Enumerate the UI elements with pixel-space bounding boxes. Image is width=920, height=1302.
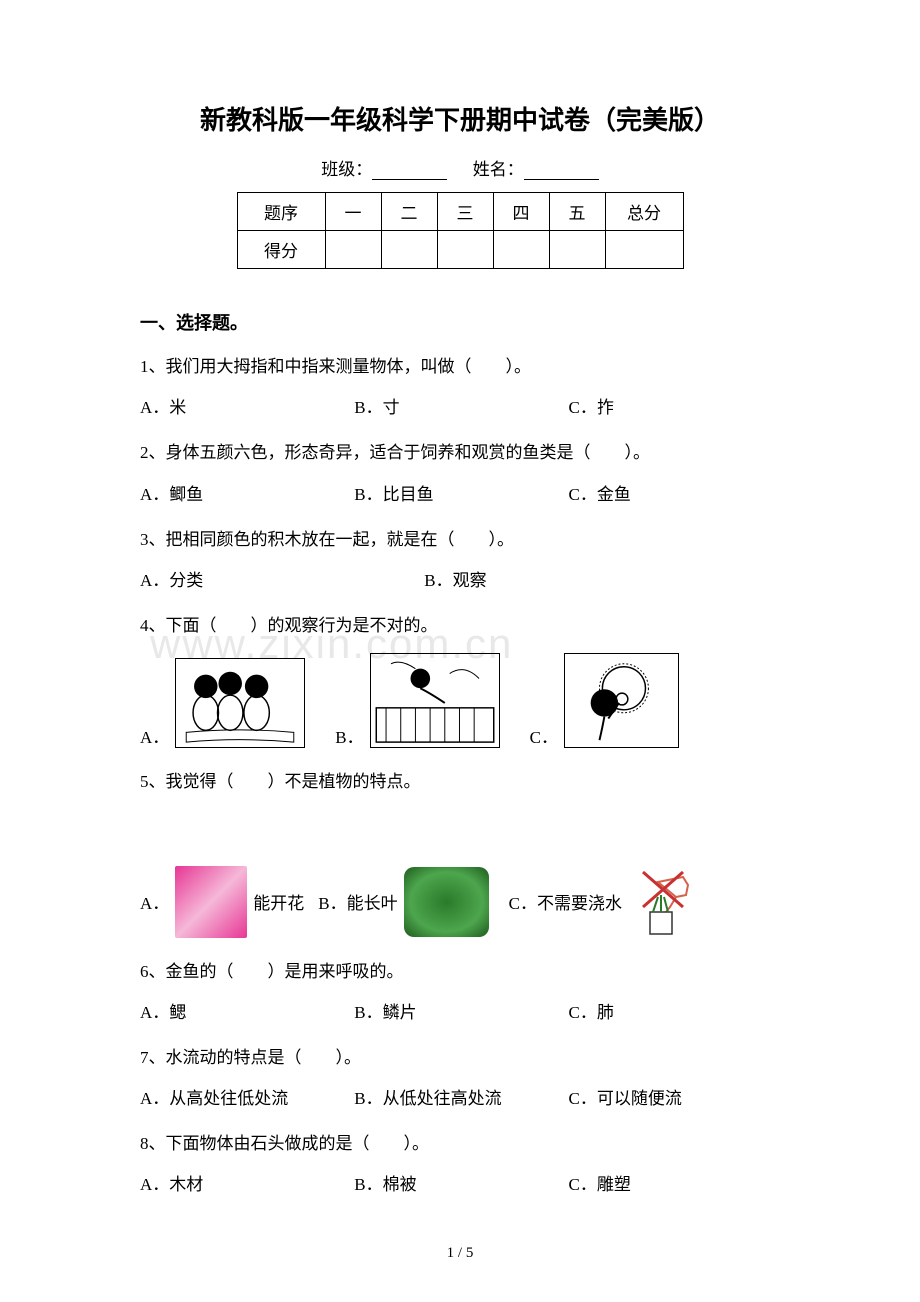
question-4: 4、下面（ ）的观察行为是不对的。	[140, 612, 780, 639]
header-line: 班级： 姓名：	[140, 155, 780, 180]
cell-label: 题序	[237, 193, 325, 231]
q8-opt-b: B．棉被	[354, 1171, 564, 1198]
q1-opt-a: A．米	[140, 394, 350, 421]
q4-c-label: C．	[530, 723, 558, 748]
q3-opt-b: B．观察	[424, 567, 634, 594]
q5-b-label: B．能长叶	[318, 889, 397, 914]
cell: 二	[381, 193, 437, 231]
class-blank	[372, 162, 447, 180]
q5-c-label: C．不需要浇水	[509, 889, 622, 914]
page-number: 1 / 5	[0, 1245, 920, 1262]
q2-opt-a: A．鲫鱼	[140, 481, 350, 508]
cell-total: 总分	[605, 193, 683, 231]
cell-label: 得分	[237, 231, 325, 269]
q8-options: A．木材 B．棉被 C．雕塑	[140, 1171, 780, 1198]
q2-opt-c: C．金鱼	[569, 481, 631, 508]
q2-opt-b: B．比目鱼	[354, 481, 564, 508]
cell-blank	[325, 231, 381, 269]
cell: 三	[437, 193, 493, 231]
q6-opt-c: C．肺	[569, 999, 614, 1026]
q5-leaf-img	[404, 867, 489, 937]
cell-blank	[549, 231, 605, 269]
q4-options: A． B．	[140, 653, 780, 748]
q6-opt-b: B．鳞片	[354, 999, 564, 1026]
question-1: 1、我们用大拇指和中指来测量物体，叫做（ ）。	[140, 353, 780, 380]
question-2: 2、身体五颜六色，形态奇异，适合于饲养和观赏的鱼类是（ ）。	[140, 439, 780, 466]
section-heading: 一、选择题。	[140, 309, 780, 335]
q5-a-text: 能开花	[253, 889, 304, 914]
q1-opt-c: C．拃	[569, 394, 614, 421]
q7-opt-a: A．从高处往低处流	[140, 1085, 350, 1112]
cell: 五	[549, 193, 605, 231]
q5-opt-b: B．能长叶	[318, 867, 494, 937]
q5-a-label: A．	[140, 889, 169, 914]
question-3: 3、把相同颜色的积木放在一起，就是在（ ）。	[140, 526, 780, 553]
q3-options: A．分类 B．观察	[140, 567, 780, 594]
q4-img-b	[370, 653, 500, 748]
cell-blank	[437, 231, 493, 269]
q8-opt-a: A．木材	[140, 1171, 350, 1198]
name-label: 姓名：	[473, 160, 524, 179]
q4-opt-a: A．	[140, 658, 305, 748]
cell-blank	[605, 231, 683, 269]
q2-options: A．鲫鱼 B．比目鱼 C．金鱼	[140, 481, 780, 508]
table-row: 得分	[237, 231, 683, 269]
q1-opt-b: B．寸	[354, 394, 564, 421]
score-table: 题序 一 二 三 四 五 总分 得分	[237, 192, 684, 269]
q3-opt-a: A．分类	[140, 567, 420, 594]
cell-blank	[493, 231, 549, 269]
question-6: 6、金鱼的（ ）是用来呼吸的。	[140, 958, 780, 985]
q5-opt-c: C．不需要浇水	[509, 867, 709, 937]
q5-flower-img	[175, 866, 247, 938]
question-8: 8、下面物体由石头做成的是（ ）。	[140, 1130, 780, 1157]
q7-opt-c: C．可以随便流	[569, 1085, 682, 1112]
cell: 一	[325, 193, 381, 231]
q4-opt-b: B．	[335, 653, 499, 748]
q5-opt-a: A． 能开花	[140, 866, 304, 938]
cell: 四	[493, 193, 549, 231]
table-row: 题序 一 二 三 四 五 总分	[237, 193, 683, 231]
question-7: 7、水流动的特点是（ ）。	[140, 1044, 780, 1071]
exam-title: 新教科版一年级科学下册期中试卷（完美版）	[140, 100, 780, 137]
q4-opt-c: C．	[530, 653, 679, 748]
q6-opt-a: A．鳃	[140, 999, 350, 1026]
q4-img-a	[175, 658, 305, 748]
q8-opt-c: C．雕塑	[569, 1171, 631, 1198]
q7-options: A．从高处往低处流 B．从低处往高处流 C．可以随便流	[140, 1085, 780, 1112]
q5-options: A． 能开花 B．能长叶 C．不需要浇水	[140, 866, 780, 938]
name-blank	[524, 162, 599, 180]
q7-opt-b: B．从低处往高处流	[354, 1085, 564, 1112]
q6-options: A．鳃 B．鳞片 C．肺	[140, 999, 780, 1026]
q4-img-c	[564, 653, 679, 748]
class-label: 班级：	[321, 160, 372, 179]
cell-blank	[381, 231, 437, 269]
question-5: 5、我觉得（ ）不是植物的特点。	[140, 768, 780, 795]
q4-b-label: B．	[335, 723, 363, 748]
q5-watering-img	[628, 867, 703, 937]
q1-options: A．米 B．寸 C．拃	[140, 394, 780, 421]
q4-a-label: A．	[140, 723, 169, 748]
